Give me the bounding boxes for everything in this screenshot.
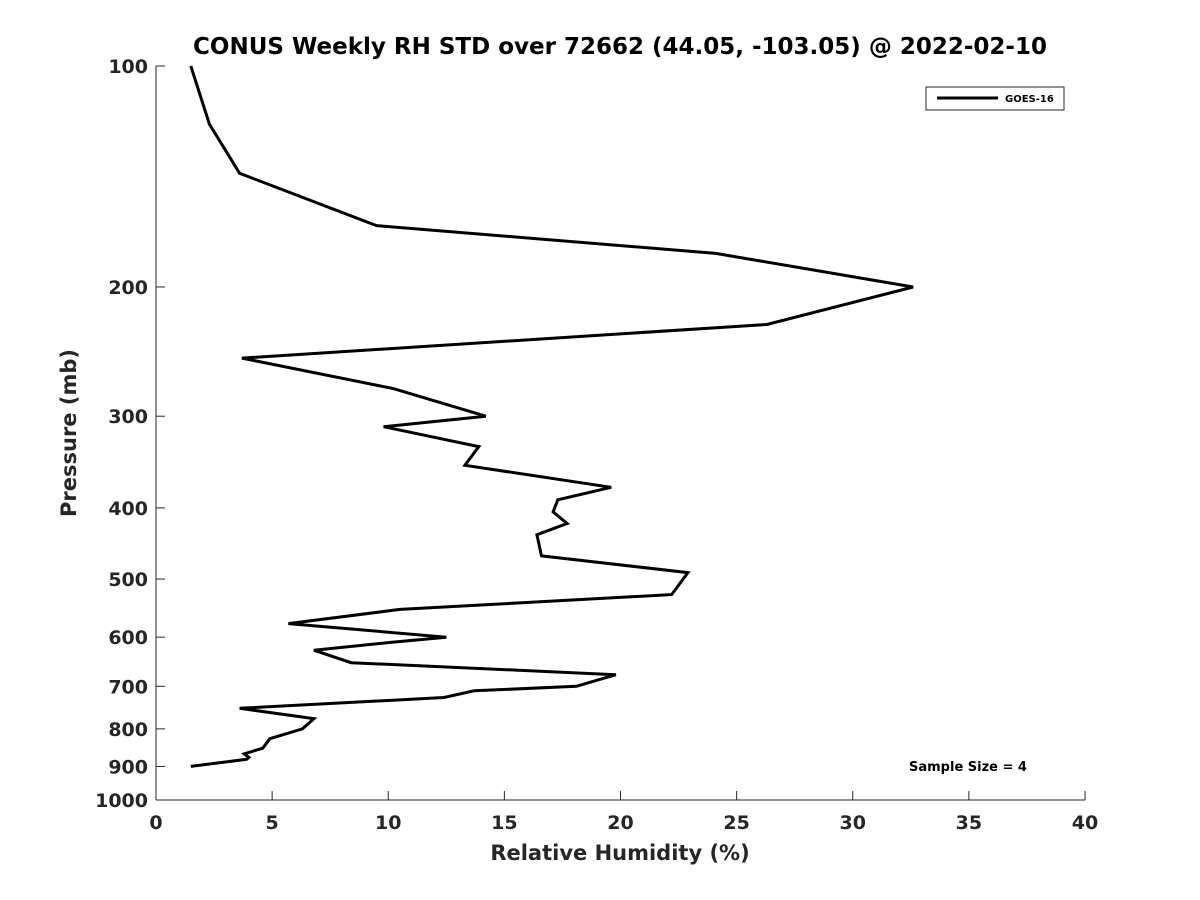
x-axis-label: Relative Humidity (%) <box>490 841 749 865</box>
x-tick-label-0: 0 <box>149 812 162 834</box>
y-tick-label-100: 100 <box>108 56 148 78</box>
series-line-goes-16 <box>189 65 914 768</box>
y-axis-label: Pressure (mb) <box>57 349 81 517</box>
y-axis-ticks: 100 200 300 400 500 600 700 800 900 1000 <box>95 56 165 812</box>
x-tick-label-15: 15 <box>491 812 517 834</box>
y-tick-label-800: 800 <box>108 719 148 741</box>
x-tick-label-5: 5 <box>266 812 279 834</box>
y-tick-label-200: 200 <box>108 277 148 299</box>
y-tick-label-700: 700 <box>108 676 148 698</box>
x-axis-ticks: 0 5 10 15 20 25 30 35 40 <box>149 791 1098 834</box>
y-tick-label-300: 300 <box>108 406 148 428</box>
x-tick-label-35: 35 <box>956 812 982 834</box>
sample-size-annotation: Sample Size = 4 <box>909 760 1027 775</box>
legend-label-goes-16: GOES-16 <box>1005 94 1054 105</box>
x-tick-label-25: 25 <box>723 812 749 834</box>
x-tick-label-10: 10 <box>375 812 401 834</box>
y-tick-label-500: 500 <box>108 569 148 591</box>
y-tick-label-400: 400 <box>108 498 148 520</box>
series-layer <box>189 65 914 768</box>
legend: GOES-16 <box>925 86 1065 111</box>
x-tick-label-20: 20 <box>607 812 633 834</box>
chart-title: CONUS Weekly RH STD over 72662 (44.05, -… <box>193 34 1047 60</box>
y-tick-label-600: 600 <box>108 627 148 649</box>
y-tick-label-900: 900 <box>108 756 148 778</box>
plot-axes <box>155 66 1085 801</box>
x-tick-label-40: 40 <box>1072 812 1098 834</box>
x-tick-label-30: 30 <box>840 812 866 834</box>
y-tick-label-1000: 1000 <box>95 790 148 812</box>
